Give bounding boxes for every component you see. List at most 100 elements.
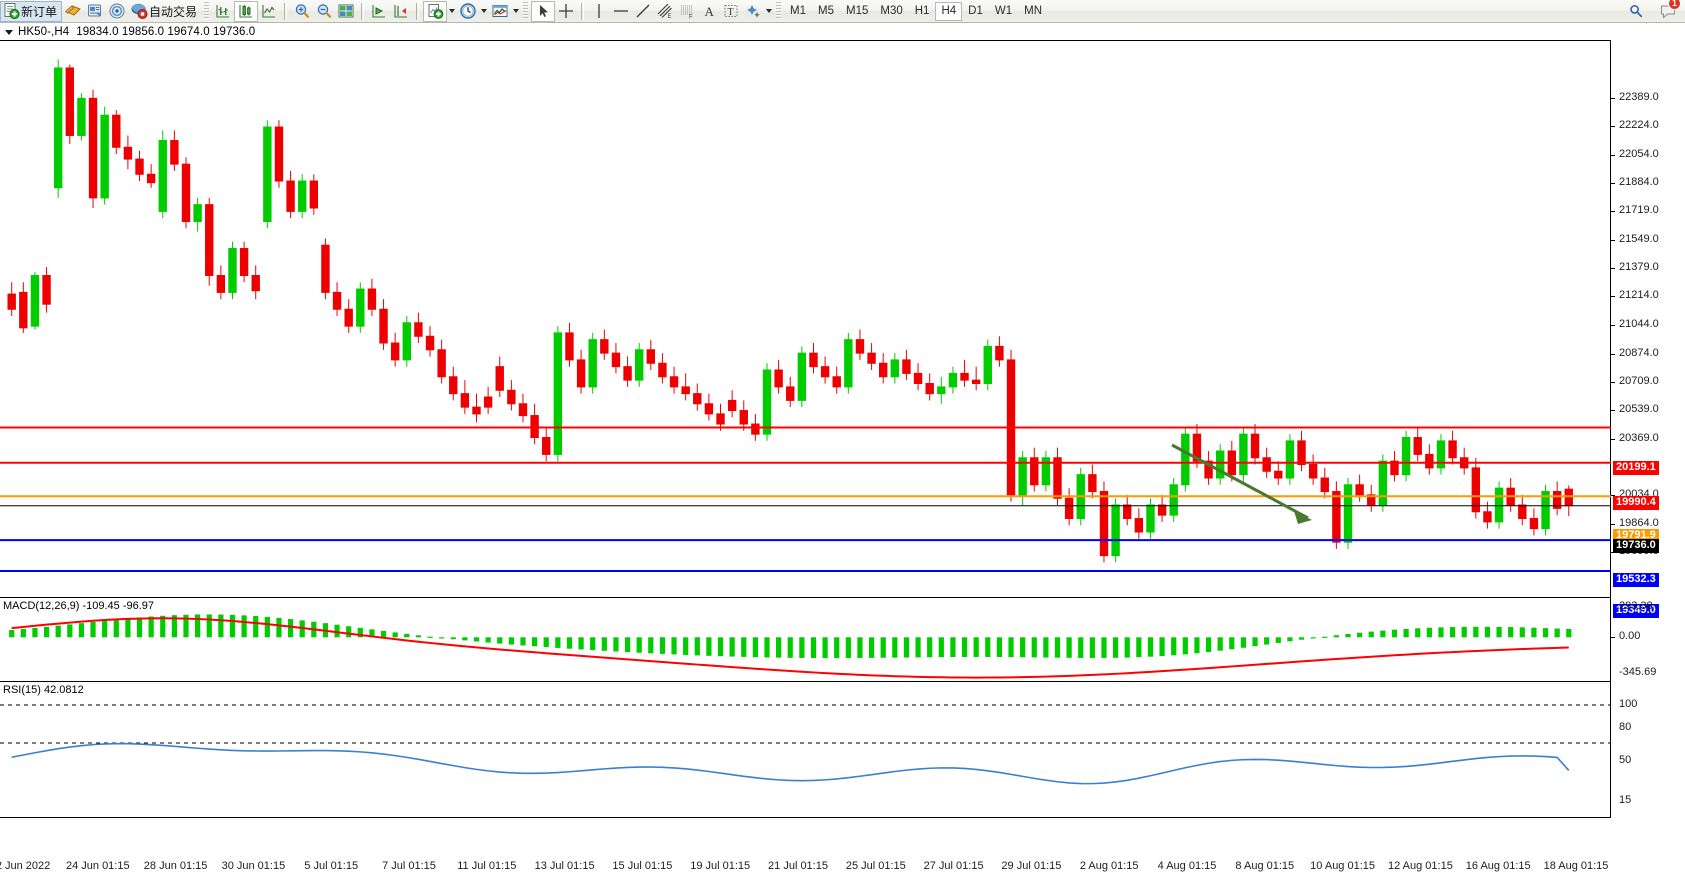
indicators-dropdown-caret[interactable] <box>449 9 456 13</box>
timeframe-d1[interactable]: D1 <box>968 4 983 17</box>
candle-body <box>1053 457 1062 499</box>
candle-body <box>774 369 783 388</box>
price-axis-label: 21214.0 <box>1619 289 1659 302</box>
candle-body <box>332 291 342 310</box>
auto-trading-button[interactable]: 自动交易 <box>128 1 202 22</box>
chart-symbol-label: HK50-,H4 <box>18 26 70 38</box>
period-button[interactable] <box>457 1 479 22</box>
macd-histogram-bar <box>787 637 793 658</box>
equidistant-channel-tool-button[interactable]: E <box>654 1 676 22</box>
trendline-tool-button[interactable] <box>632 1 654 22</box>
arrows-tool-button[interactable] <box>742 1 764 22</box>
macd-histogram-bar <box>508 637 514 645</box>
macd-histogram-bar <box>1020 637 1026 658</box>
candle-body <box>1413 437 1422 455</box>
text-icon: A <box>705 4 715 19</box>
candle-body <box>971 379 981 385</box>
candle-body <box>565 332 574 361</box>
candle-body <box>53 67 63 189</box>
price-axis-label: 20874.0 <box>1619 346 1659 359</box>
candle-body <box>1401 437 1411 476</box>
shift-chart-icon <box>372 5 386 18</box>
templates-dropdown-caret[interactable] <box>513 9 520 13</box>
candle-body <box>762 369 772 435</box>
candle-body <box>274 126 284 182</box>
line-chart-icon <box>262 5 276 18</box>
expert-advisors-icon <box>65 5 81 16</box>
crosshair-tool-button[interactable] <box>555 1 577 22</box>
zoom-in-button[interactable] <box>291 1 313 22</box>
arrows-dropdown-caret[interactable] <box>766 9 773 13</box>
time-axis-label: 4 Aug 01:15 <box>1157 860 1217 872</box>
macd-histogram-bar <box>1043 637 1049 658</box>
cursor-tool-button[interactable] <box>531 0 556 22</box>
candle-body <box>239 248 249 277</box>
time-axis-label: 29 Jul 01:15 <box>1001 860 1062 872</box>
chart-menu-caret-icon[interactable] <box>5 29 13 35</box>
timeframe-mn[interactable]: MN <box>1024 4 1042 17</box>
expert-advisors-button[interactable] <box>62 1 84 22</box>
candle-body <box>1564 488 1573 507</box>
price-axis-label: 20709.0 <box>1619 374 1659 387</box>
macd-histogram-bar <box>868 637 875 658</box>
time-axis-label: 30 Jun 01:15 <box>221 860 286 872</box>
text-label-tool-button[interactable]: T <box>720 1 742 22</box>
toolbar-grip[interactable] <box>204 2 210 20</box>
text-tool-button[interactable]: A <box>698 1 720 22</box>
candlestick-chart-button[interactable] <box>234 0 259 22</box>
candle-body <box>1518 504 1527 520</box>
horizontal-line-tool-button[interactable] <box>610 1 632 22</box>
time-axis-label: 2 Aug 01:15 <box>1079 860 1139 872</box>
timeframe-m1[interactable]: M1 <box>790 4 807 17</box>
line-chart-button[interactable] <box>258 1 280 22</box>
timeframe-w1[interactable]: W1 <box>994 4 1013 17</box>
zoom-out-button[interactable] <box>313 1 335 22</box>
timeframe-m30[interactable]: M30 <box>880 4 903 17</box>
macd-histogram-bar <box>346 626 352 638</box>
candle-body <box>1332 491 1341 543</box>
macd-histogram-bar <box>555 637 561 648</box>
candle-body <box>634 349 644 381</box>
signals-button[interactable] <box>106 1 128 22</box>
vertical-line-tool-button[interactable] <box>588 1 610 22</box>
time-axis-label: 5 Jul 01:15 <box>304 860 359 872</box>
search-button[interactable] <box>1625 1 1647 22</box>
fibonacci-tool-button[interactable]: F <box>676 1 698 22</box>
indicators-button[interactable] <box>423 0 448 22</box>
bar-chart-button[interactable] <box>212 1 234 22</box>
toolbar-right-group: 1 <box>1625 0 1685 22</box>
period-dropdown-caret[interactable] <box>481 9 488 13</box>
new-order-button[interactable]: 新订单 <box>0 0 63 22</box>
timeframe-h4[interactable]: H4 <box>935 1 963 21</box>
price-axis-tick <box>1611 324 1615 326</box>
macd-histogram-bar <box>1066 637 1072 658</box>
macd-zero-tick <box>1611 637 1615 639</box>
candle-body <box>646 349 655 364</box>
toolbar-grip-2[interactable] <box>523 2 529 20</box>
timeframe-m15[interactable]: M15 <box>846 4 869 17</box>
price-level-badge[interactable]: 20199.1 <box>1613 460 1659 475</box>
price-level-badge[interactable]: 19990.4 <box>1613 495 1659 510</box>
price-level-badge[interactable]: 19349.0 <box>1613 604 1659 618</box>
candle-body <box>298 180 307 212</box>
chart-area[interactable]: MACD(12,26,9) -109.45 -96.97 RSI(15) 42.… <box>0 40 1685 872</box>
news-button[interactable] <box>84 1 106 22</box>
templates-icon <box>492 5 508 17</box>
candle-body <box>960 372 969 381</box>
candle-body <box>1320 477 1329 493</box>
rsi-plot <box>0 704 1611 785</box>
notifications-button[interactable]: 1 <box>1657 0 1681 22</box>
candle-body <box>879 362 888 378</box>
timeframe-h1[interactable]: H1 <box>914 4 930 17</box>
price-level-badge[interactable]: 19532.3 <box>1613 573 1659 588</box>
tile-windows-button[interactable] <box>335 1 357 22</box>
toolbar-grip-3[interactable] <box>776 2 782 20</box>
price-level-badge[interactable]: 19736.0 <box>1613 538 1659 553</box>
candle-body <box>1297 440 1306 466</box>
shift-chart-button[interactable] <box>368 1 390 22</box>
auto-scroll-button[interactable] <box>390 1 412 22</box>
macd-histogram-bar <box>961 637 968 658</box>
macd-histogram-bar <box>1287 637 1293 642</box>
timeframe-m5[interactable]: M5 <box>818 4 834 17</box>
templates-button[interactable] <box>489 1 511 22</box>
